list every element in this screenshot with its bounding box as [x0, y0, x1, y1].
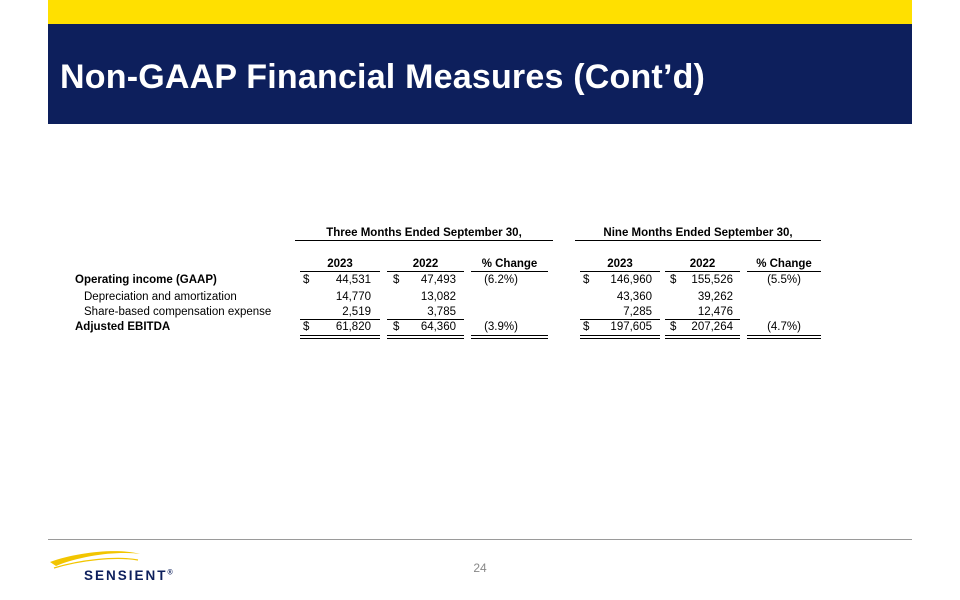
total-double-line — [300, 335, 380, 339]
currency-symbol: $ — [393, 274, 400, 286]
total-double-line — [580, 335, 660, 339]
cell-value: (5.5%) — [767, 274, 801, 286]
subtotal-line — [387, 319, 464, 320]
subtotal-line — [300, 319, 380, 320]
cell-value: 13,082 — [420, 291, 456, 303]
accent-bar — [48, 0, 912, 24]
total-double-line — [747, 335, 821, 339]
logo-wordmark: SENSIENT® — [84, 568, 175, 583]
col-header-9m-2022: 2022 — [689, 258, 716, 270]
group-header-three-months: Three Months Ended September 30, — [326, 227, 522, 239]
col-header-underline — [747, 271, 821, 272]
cell-value: (3.9%) — [484, 321, 518, 333]
currency-symbol: $ — [583, 321, 590, 333]
cell-value: 207,264 — [691, 321, 733, 333]
total-double-line — [665, 335, 740, 339]
footer-divider — [48, 539, 912, 540]
cell-value: 64,360 — [420, 321, 456, 333]
logo-text: SENSIENT — [84, 568, 168, 583]
cell-value: (6.2%) — [484, 274, 518, 286]
row-label-operating-income: Operating income (GAAP) — [75, 274, 217, 286]
cell-value: 61,820 — [335, 321, 371, 333]
cell-value: 2,519 — [342, 306, 371, 318]
company-logo: SENSIENT® — [48, 548, 198, 588]
currency-symbol: $ — [303, 321, 310, 333]
total-double-line — [387, 335, 464, 339]
currency-symbol: $ — [303, 274, 310, 286]
cell-value: 14,770 — [335, 291, 371, 303]
cell-value: 3,785 — [427, 306, 456, 318]
row-label-adjusted-ebitda: Adjusted EBITDA — [75, 321, 171, 333]
row-label-share-based-comp: Share-based compensation expense — [84, 306, 272, 318]
col-header-underline — [300, 271, 380, 272]
col-header-underline — [471, 271, 548, 272]
cell-value: 47,493 — [420, 274, 456, 286]
col-header-9m-change: % Change — [756, 258, 812, 270]
registered-mark: ® — [167, 569, 175, 577]
currency-symbol: $ — [670, 321, 677, 333]
page-number: 24 — [473, 561, 487, 575]
logo-swoosh-icon — [50, 551, 140, 569]
col-header-3m-change: % Change — [481, 258, 538, 270]
col-header-underline — [665, 271, 740, 272]
cell-value: 39,262 — [697, 291, 733, 303]
cell-value: 155,526 — [691, 274, 733, 286]
page-title: Non-GAAP Financial Measures (Cont’d) — [60, 58, 706, 96]
cell-value: 146,960 — [610, 274, 652, 286]
col-header-9m-2023: 2023 — [607, 258, 633, 270]
col-header-3m-2022: 2022 — [412, 258, 439, 270]
cell-value: 43,360 — [616, 291, 652, 303]
title-band: Non-GAAP Financial Measures (Cont’d) — [48, 24, 912, 124]
subtotal-line — [580, 319, 660, 320]
currency-symbol: $ — [670, 274, 677, 286]
subtotal-line — [665, 319, 740, 320]
cell-value: 7,285 — [623, 306, 652, 318]
cell-value: (4.7%) — [767, 321, 801, 333]
col-header-3m-2023: 2023 — [327, 258, 353, 270]
col-header-underline — [387, 271, 464, 272]
row-label-depreciation: Depreciation and amortization — [84, 291, 237, 303]
currency-symbol: $ — [393, 321, 400, 333]
cell-value: 12,476 — [697, 306, 733, 318]
currency-symbol: $ — [583, 274, 590, 286]
col-header-underline — [580, 271, 660, 272]
group-header-underline — [575, 240, 821, 241]
total-double-line — [471, 335, 548, 339]
group-header-nine-months: Nine Months Ended September 30, — [603, 227, 793, 239]
group-header-underline — [295, 240, 553, 241]
cell-value: 197,605 — [610, 321, 652, 333]
cell-value: 44,531 — [335, 274, 371, 286]
